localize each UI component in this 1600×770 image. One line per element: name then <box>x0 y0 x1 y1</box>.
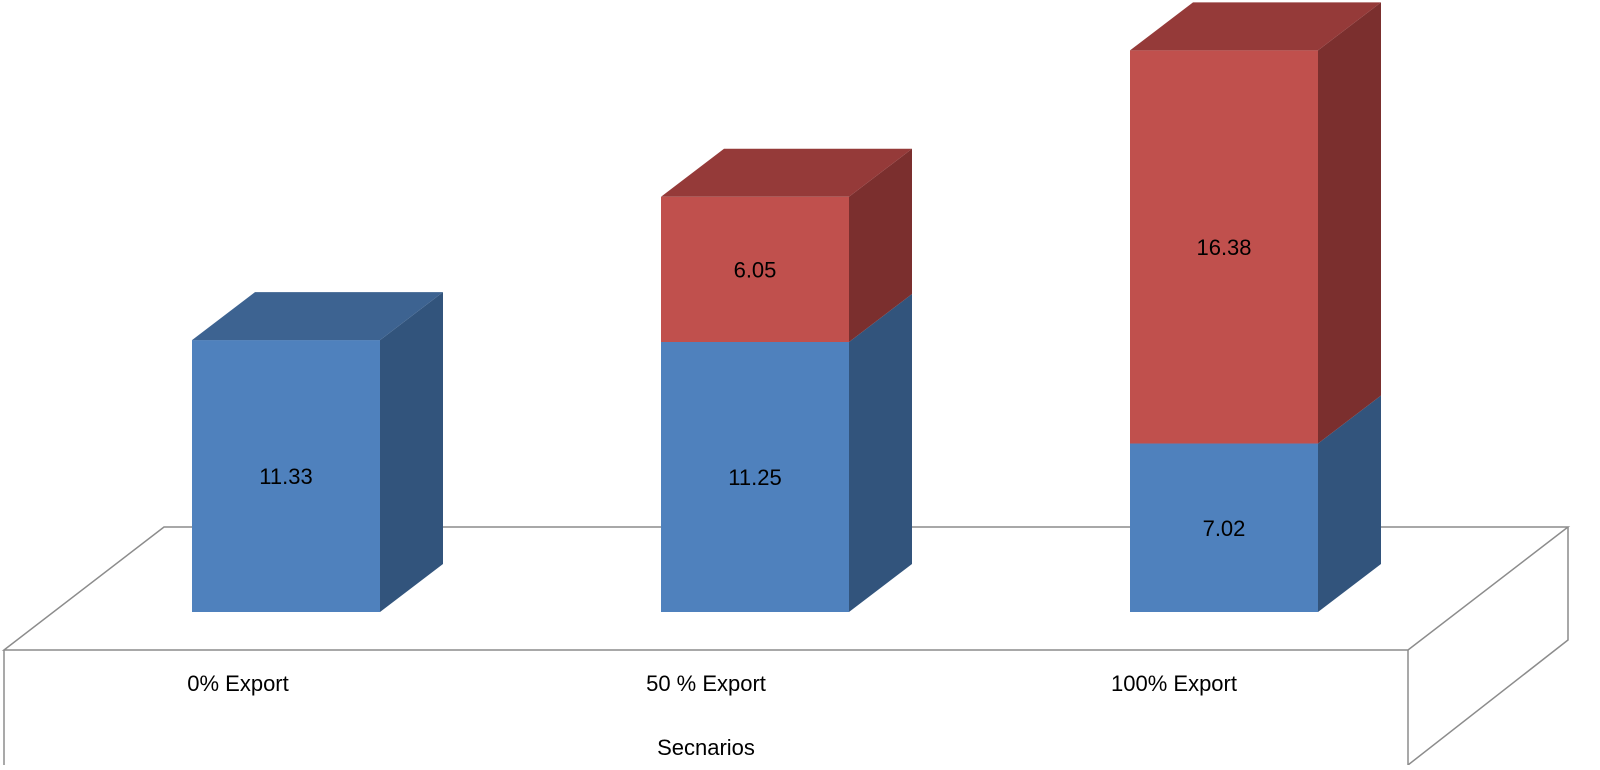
floor-right-edge <box>1407 527 1569 766</box>
x-tick-label-3: 100% Export <box>1111 671 1237 696</box>
series2-bar-2-value-label: 6.05 <box>734 257 777 282</box>
series1-bar-1-front <box>192 340 380 612</box>
labels-group: 11.33 0% Export 11.25 6.05 50 % Export 7.02 16… <box>187 235 1251 696</box>
series1-bar-1-top <box>192 292 443 341</box>
series1-bar-2-side <box>849 294 912 612</box>
series2-bar-3-top <box>1130 2 1381 51</box>
series1-bar-3-value-label: 7.02 <box>1203 516 1246 541</box>
series2-bar-2-side <box>849 148 912 342</box>
series1-bar-3-front <box>1130 443 1318 612</box>
series1-bar-2-value-label: 11.25 <box>728 465 781 490</box>
bars-group <box>192 2 1381 612</box>
series2-bar-3-front <box>1130 50 1318 444</box>
series1-bar-1-side <box>380 292 443 612</box>
series2-bar-2-top <box>661 148 912 197</box>
series1-bar-3-side <box>1318 395 1381 612</box>
series2-bar-2-front <box>661 196 849 342</box>
x-tick-label-2: 50 % Export <box>646 671 766 696</box>
x-axis-title: Secnarios <box>657 735 755 760</box>
series2-bar-3-value-label: 16.38 <box>1196 235 1251 260</box>
x-tick-label-1: 0% Export <box>187 671 289 696</box>
bar-stack-2 <box>661 148 912 612</box>
bar-stack-3 <box>1130 2 1381 612</box>
bar-stack-1 <box>192 292 443 612</box>
series2-bar-3-side <box>1318 2 1381 444</box>
series1-bar-2-front <box>661 342 849 612</box>
series1-bar-1-value-label: 11.33 <box>259 464 312 489</box>
